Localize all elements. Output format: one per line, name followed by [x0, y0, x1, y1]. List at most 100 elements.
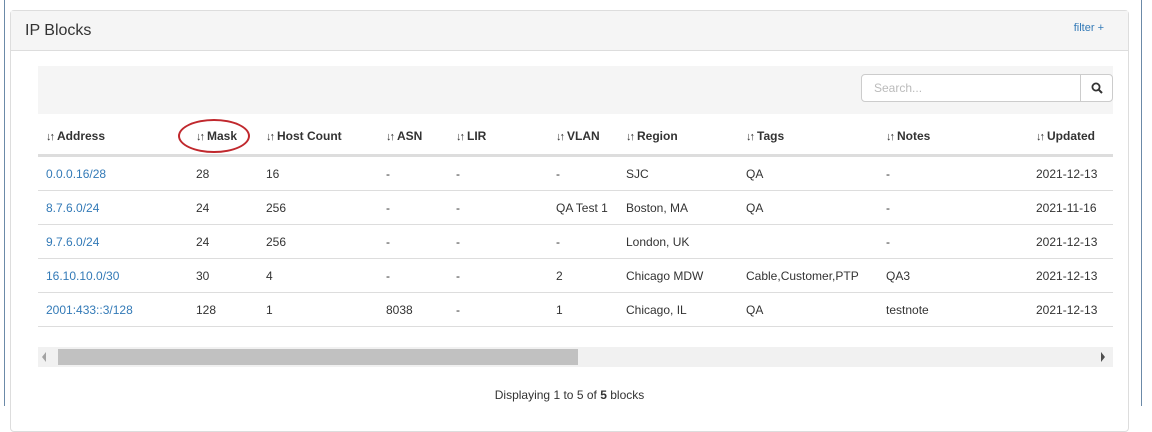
table-row: 8.7.6.0/24 24 256- - QA Test 1 Boston, MA QA -2…	[38, 190, 1113, 225]
cell-host-count: 1	[258, 292, 378, 327]
panel-title: IP Blocks	[25, 22, 92, 39]
cell-region: Chicago MDW	[618, 258, 738, 293]
cell-notes: -	[878, 224, 1028, 259]
sort-icon: ↓↑	[886, 130, 895, 143]
cell-vlan: QA Test 1	[548, 190, 618, 225]
table-toolbar	[38, 66, 1113, 114]
search-input[interactable]	[861, 74, 1081, 102]
sort-icon: ↓↑	[456, 130, 465, 143]
cell-region: SJC	[618, 155, 738, 191]
cell-mask: 30	[188, 258, 258, 293]
ip-block-link[interactable]: 16.10.10.0/30	[46, 268, 120, 283]
cell-mask: 24	[188, 190, 258, 225]
cell-mask: 28	[188, 155, 258, 191]
table-row: 0.0.0.16/28 28 16- - - SJC QA -2021-12-13	[38, 155, 1113, 191]
table-row: 16.10.10.0/30 30 4- -2 Chicago MDW Cable,Cust…	[38, 258, 1113, 293]
ip-block-link[interactable]: 2001:433::3/128	[46, 302, 133, 317]
pagination-summary: Displaying 1 to 5 of 5 blocks	[11, 388, 1128, 402]
summary-total: 5	[600, 388, 607, 402]
column-label: Address	[57, 128, 106, 143]
cell-tags: QA	[738, 155, 878, 191]
filter-toggle-link[interactable]: filter +	[1073, 22, 1104, 34]
cell-tags	[738, 224, 878, 259]
cell-updated: 2021-12-13	[1028, 258, 1113, 293]
column-header-mask[interactable]: ↓↑ Mask	[178, 117, 258, 157]
cell-updated: 2021-11-16	[1028, 190, 1113, 225]
column-label: Region	[637, 128, 678, 143]
table-row: 2001:433::3/128 128 1 8038-1 Chicago, IL QA te…	[38, 292, 1113, 327]
scrollbar-thumb[interactable]	[58, 349, 578, 365]
scroll-left-arrow-icon[interactable]	[42, 352, 46, 362]
sort-icon: ↓↑	[556, 130, 565, 143]
cell-host-count: 256	[258, 224, 378, 259]
cell-mask: 24	[188, 224, 258, 259]
column-header-updated[interactable]: ↓↑ Updated	[1028, 117, 1113, 157]
ip-block-link[interactable]: 9.7.6.0/24	[46, 234, 100, 249]
column-label: Host Count	[277, 128, 342, 143]
sort-icon: ↓↑	[746, 130, 755, 143]
cell-asn: 8038	[378, 292, 448, 327]
sort-icon: ↓↑	[626, 130, 635, 143]
cell-notes: -	[878, 190, 1028, 225]
cell-asn: -	[378, 224, 448, 259]
column-label: Updated	[1047, 128, 1095, 143]
cell-host-count: 16	[258, 155, 378, 191]
cell-asn: -	[378, 190, 448, 225]
column-label: Tags	[757, 128, 785, 143]
column-label: Notes	[897, 128, 931, 143]
search-button[interactable]	[1080, 74, 1113, 102]
window-edge	[4, 0, 5, 406]
ip-block-link[interactable]: 0.0.0.16/28	[46, 166, 107, 181]
cell-tags: QA	[738, 190, 878, 225]
cell-address: 9.7.6.0/24	[38, 224, 188, 259]
cell-lir: -	[448, 190, 548, 225]
cell-region: Boston, MA	[618, 190, 738, 225]
cell-lir: -	[448, 155, 548, 191]
column-header-lir[interactable]: ↓↑ LIR	[448, 117, 548, 157]
column-label: VLAN	[567, 128, 600, 143]
cell-vlan: 1	[548, 292, 618, 327]
cell-tags: Cable,Customer,PTP	[738, 258, 878, 293]
cell-asn: -	[378, 258, 448, 293]
summary-text: of	[583, 388, 601, 402]
summary-text: to	[560, 388, 577, 402]
cell-vlan: 2	[548, 258, 618, 293]
scroll-right-arrow-icon[interactable]	[1101, 352, 1105, 362]
summary-from: 1	[553, 388, 561, 402]
cell-asn: -	[378, 155, 448, 191]
ip-block-link[interactable]: 8.7.6.0/24	[46, 200, 100, 215]
sort-icon: ↓↑	[266, 130, 275, 143]
cell-address: 8.7.6.0/24	[38, 190, 188, 225]
summary-to: 5	[576, 388, 584, 402]
horizontal-scrollbar[interactable]	[38, 347, 1113, 367]
cell-address: 0.0.0.16/28	[38, 155, 188, 191]
cell-region: Chicago, IL	[618, 292, 738, 327]
summary-text: Displaying	[494, 388, 554, 402]
sort-icon: ↓↑	[46, 130, 55, 143]
cell-updated: 2021-12-13	[1028, 224, 1113, 259]
column-header-host-count[interactable]: ↓↑ Host Count	[258, 117, 378, 157]
window-edge	[1141, 0, 1142, 406]
sort-icon: ↓↑	[386, 130, 395, 143]
cell-lir: -	[448, 224, 548, 259]
panel-header: IP Blocks filter +	[11, 11, 1128, 51]
ip-blocks-table: ↓↑ Address ↓↑ Mask ↓↑ Host Count ↓↑ ASN ↓↑ LIR ↓↑ V…	[38, 117, 1113, 327]
cell-notes: testnote	[878, 292, 1028, 327]
column-header-asn[interactable]: ↓↑ ASN	[378, 117, 448, 157]
cell-notes: -	[878, 155, 1028, 191]
cell-address: 16.10.10.0/30	[38, 258, 188, 293]
red-annotation-circle	[178, 119, 250, 153]
search-icon	[1091, 82, 1103, 94]
cell-host-count: 256	[258, 190, 378, 225]
table-row: 9.7.6.0/24 24 256- - - London, UK -2021-12-13	[38, 224, 1113, 259]
column-header-notes[interactable]: ↓↑ Notes	[878, 117, 1028, 157]
column-header-region[interactable]: ↓↑ Region	[618, 117, 738, 157]
cell-vlan: -	[548, 155, 618, 191]
sort-icon: ↓↑	[1036, 130, 1045, 143]
column-header-vlan[interactable]: ↓↑ VLAN	[548, 117, 618, 157]
column-header-tags[interactable]: ↓↑ Tags	[738, 117, 878, 157]
cell-tags: QA	[738, 292, 878, 327]
summary-text: blocks	[606, 388, 645, 402]
column-header-address[interactable]: ↓↑ Address	[38, 117, 188, 157]
column-label: LIR	[467, 128, 487, 143]
